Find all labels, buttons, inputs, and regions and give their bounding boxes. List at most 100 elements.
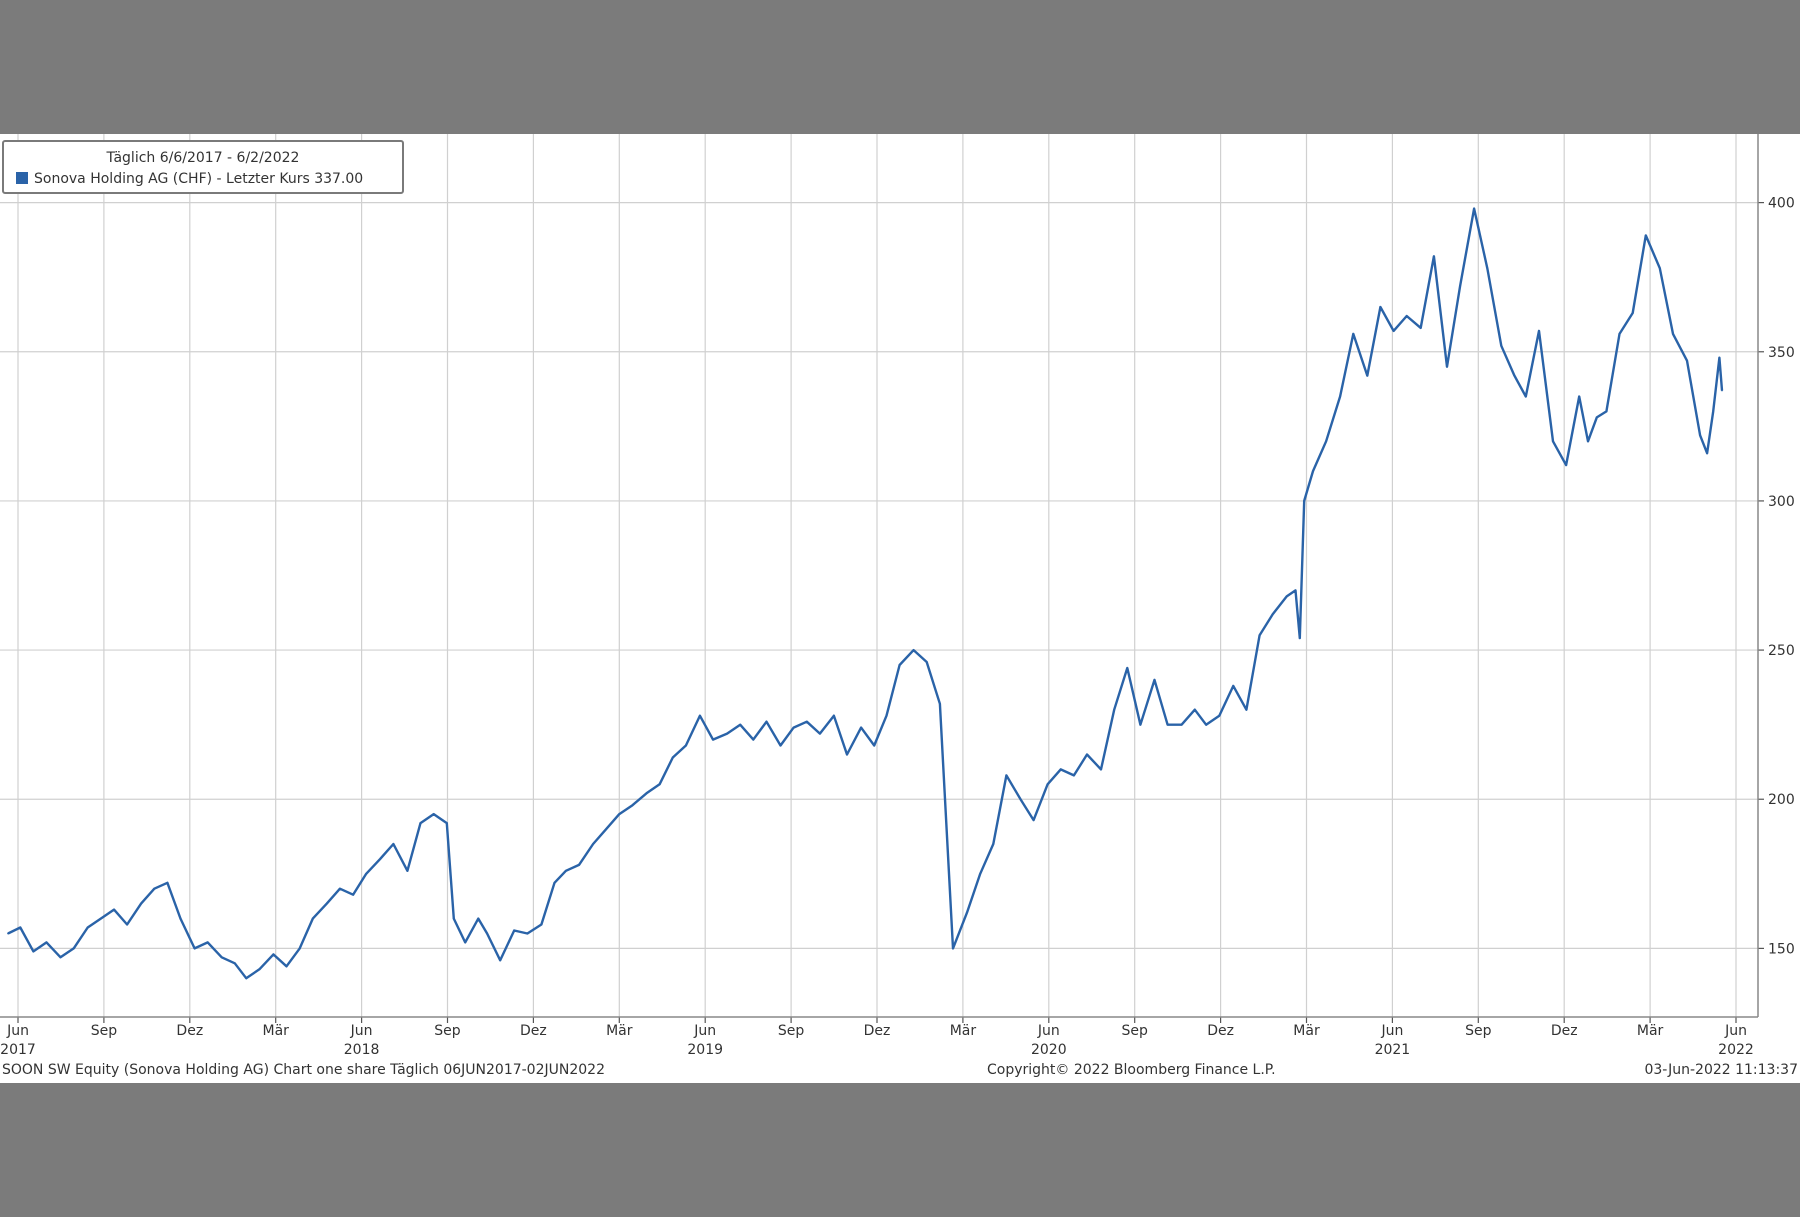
- x-tick-label-month: Sep: [434, 1023, 461, 1039]
- y-tick-label: 400: [1768, 196, 1795, 212]
- data-point: [1100, 768, 1102, 771]
- x-tick-label-month: Mär: [262, 1023, 289, 1039]
- data-point: [339, 887, 341, 890]
- data-point: [805, 720, 808, 723]
- data-point: [1718, 356, 1721, 359]
- x-tick-label-month: Mär: [606, 1023, 633, 1039]
- data-point: [605, 828, 608, 830]
- x-tick-label-month: Mär: [1293, 1023, 1320, 1039]
- data-point: [1153, 679, 1156, 681]
- data-point: [1644, 234, 1647, 237]
- data-point: [699, 714, 701, 717]
- data-point: [925, 661, 928, 663]
- data-point: [1631, 312, 1634, 314]
- data-point: [32, 950, 35, 953]
- data-point: [1618, 333, 1621, 335]
- data-point: [631, 804, 634, 807]
- x-tick-label-year: 2020: [1031, 1042, 1067, 1058]
- data-point: [1712, 410, 1715, 413]
- data-point: [1032, 819, 1035, 821]
- vertical-gridlines: [17, 134, 1737, 1023]
- x-tick-label-year: 2017: [0, 1042, 36, 1058]
- data-point: [939, 702, 941, 705]
- data-point: [860, 726, 862, 729]
- data-point: [1552, 440, 1554, 443]
- data-point: [1113, 708, 1116, 711]
- data-point: [1513, 374, 1516, 377]
- data-point: [1405, 315, 1408, 317]
- x-tick-label-month: Jun: [693, 1023, 716, 1039]
- legend-series-entry: Sonova Holding AG (CHF) - Letzter Kurs 3…: [16, 171, 363, 187]
- data-point: [352, 893, 354, 896]
- data-point: [1433, 255, 1435, 258]
- data-point: [1180, 723, 1183, 726]
- data-point: [726, 732, 728, 735]
- data-point: [1193, 708, 1196, 711]
- y-tick-label: 200: [1768, 792, 1795, 808]
- data-point: [140, 902, 143, 905]
- legend-swatch: [16, 172, 28, 184]
- data-point: [592, 843, 594, 845]
- x-tick-label-month: Sep: [1465, 1023, 1492, 1039]
- data-point: [565, 869, 567, 872]
- data-point: [445, 822, 448, 824]
- data-point: [645, 792, 648, 795]
- x-tick-label-month: Dez: [1207, 1023, 1234, 1039]
- data-point: [685, 744, 687, 747]
- x-tick-label-month: Jun: [1380, 1023, 1403, 1039]
- data-point: [365, 872, 368, 875]
- x-tick-label-month: Sep: [778, 1023, 805, 1039]
- data-point: [1258, 634, 1261, 637]
- data-point: [1205, 723, 1207, 726]
- data-point: [272, 953, 275, 956]
- data-point: [1672, 333, 1674, 335]
- data-point: [1325, 440, 1327, 443]
- data-point: [99, 917, 102, 920]
- data-point: [1699, 434, 1701, 437]
- series-line: [7, 207, 1724, 980]
- data-point: [258, 968, 261, 971]
- data-point: [952, 947, 954, 950]
- data-point: [1721, 389, 1723, 392]
- x-tick-label-year: 2022: [1718, 1042, 1754, 1058]
- data-point: [765, 720, 768, 723]
- data-point: [379, 858, 382, 860]
- data-point: [1473, 207, 1475, 210]
- data-point: [86, 926, 89, 929]
- y-tick-label: 300: [1768, 494, 1795, 510]
- data-point: [233, 962, 236, 965]
- data-point: [1298, 637, 1301, 639]
- footer-source: SOON SW Equity (Sonova Holding AG) Chart…: [2, 1062, 605, 1078]
- data-point: [285, 965, 288, 968]
- x-tick-label-month: Dez: [864, 1023, 891, 1039]
- x-tick-label-year: 2021: [1375, 1042, 1411, 1058]
- legend: Täglich 6/6/2017 - 6/2/2022 Sonova Holdi…: [2, 140, 404, 194]
- data-point: [885, 714, 888, 717]
- data-point: [1595, 416, 1598, 419]
- data-point: [1312, 470, 1314, 472]
- data-point: [1686, 359, 1688, 362]
- data-point: [45, 941, 48, 944]
- data-point: [833, 714, 835, 717]
- data-point: [179, 917, 182, 920]
- data-point: [1446, 365, 1448, 368]
- data-point: [432, 813, 435, 815]
- data-point: [1059, 768, 1062, 771]
- data-point: [1366, 374, 1369, 377]
- data-point: [1218, 714, 1221, 717]
- x-tick-label-month: Sep: [91, 1023, 118, 1039]
- data-point: [419, 822, 422, 824]
- data-point: [966, 911, 968, 914]
- data-point: [113, 908, 115, 911]
- data-point: [1294, 589, 1297, 592]
- data-point: [912, 649, 915, 651]
- data-point: [1139, 723, 1142, 726]
- x-tick-label-year: 2018: [344, 1042, 380, 1058]
- data-point: [513, 929, 516, 932]
- data-point: [452, 917, 455, 920]
- data-point: [1578, 395, 1581, 398]
- data-point: [526, 932, 529, 935]
- data-point: [1587, 440, 1589, 443]
